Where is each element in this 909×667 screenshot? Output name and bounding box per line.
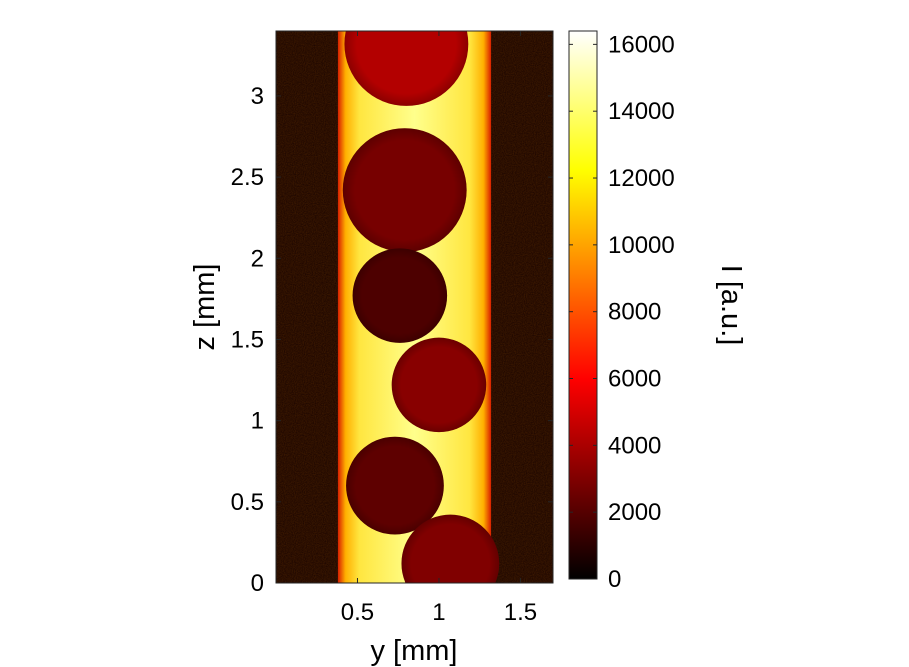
colorbar-tick-label: 2000 (608, 499, 661, 526)
bubble-1-edge (344, 31, 469, 106)
bubble-3-edge (352, 248, 448, 343)
bubble-2-edge (342, 128, 467, 253)
y-tick-label: 2.5 (231, 164, 264, 191)
x-tick-label: 1.5 (504, 599, 537, 626)
colorbar-tick-label: 6000 (608, 366, 661, 393)
x-tick-label: 0.5 (341, 599, 374, 626)
y-tick-label: 0 (251, 570, 264, 597)
colorbar-ticks: 0 2000 4000 6000 8000 10000 12000 14000 16000 (569, 31, 675, 593)
bubble-6-edge (401, 514, 500, 583)
x-axis-ticks: 0.5 1 1.5 (341, 31, 537, 626)
colorbar-tick-label: 10000 (608, 232, 675, 259)
bubble-4-edge (391, 337, 487, 433)
colorbar-tick-label: 16000 (608, 31, 675, 58)
colorbar-tick-label: 8000 (608, 299, 661, 326)
y-tick-label: 1 (251, 408, 264, 435)
colorbar-tick-label: 14000 (608, 98, 675, 125)
x-axis-label: y [mm] (371, 635, 458, 667)
y-tick-label: 0.5 (231, 489, 264, 516)
colorbar-tick-label: 4000 (608, 432, 661, 459)
colorbar-label: I [a.u.] (715, 265, 747, 346)
y-tick-label: 3 (251, 83, 264, 110)
y-tick-label: 2 (251, 245, 264, 272)
y-axis-ticks: 0 0.5 1 1.5 2 2.5 3 (231, 83, 553, 597)
colorbar-tick-label: 0 (608, 566, 621, 593)
x-tick-label: 1 (432, 599, 445, 626)
colorbar (568, 30, 598, 580)
y-tick-label: 1.5 (231, 326, 264, 353)
heatmap-image (276, 31, 553, 583)
bubble-5-edge (346, 436, 444, 535)
plot-frame (275, 30, 554, 584)
colorbar-tick-label: 12000 (608, 165, 675, 192)
y-axis-label: z [mm] (189, 264, 221, 351)
bubble-layer (342, 31, 500, 583)
